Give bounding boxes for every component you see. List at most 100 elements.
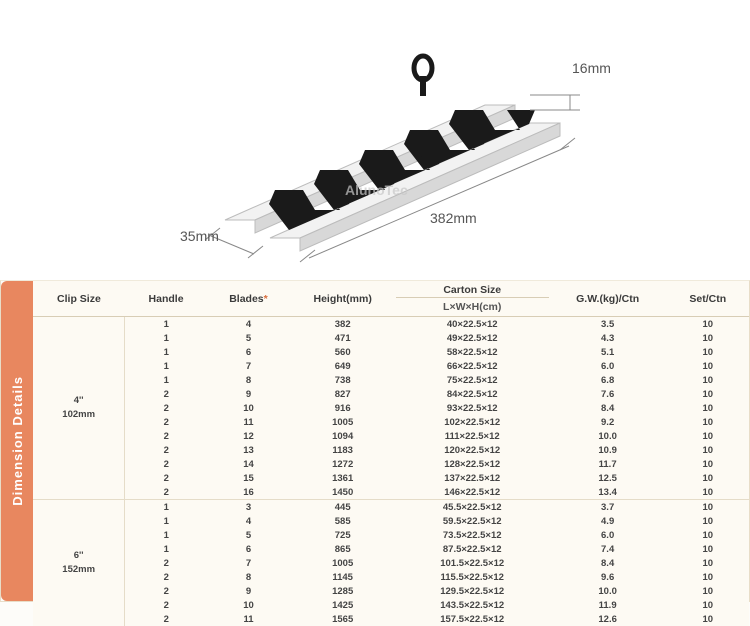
cell-blades: 16 (207, 485, 289, 500)
cell-gw: 9.6 (549, 570, 667, 584)
cell-gw: 5.1 (549, 345, 667, 359)
cell-handle: 2 (125, 401, 207, 415)
cell-height: 1285 (290, 584, 396, 598)
cell-carton: 157.5×22.5×12 (396, 612, 549, 626)
cell-set: 10 (667, 500, 750, 515)
cell-height: 649 (290, 359, 396, 373)
table-row: 2151361137×22.5×1212.510 (33, 471, 749, 485)
cell-carton: 49×22.5×12 (396, 331, 549, 345)
cell-blades: 6 (207, 542, 289, 556)
cell-blades: 3 (207, 500, 289, 515)
th-gw: G.W.(kg)/Ctn (549, 281, 667, 317)
table-row: 4''102mm1438240×22.5×123.510 (33, 317, 749, 332)
table-row: 2141272128×22.5×1211.710 (33, 457, 749, 471)
table-row: 2121094111×22.5×1210.010 (33, 429, 749, 443)
cell-carton: 111×22.5×12 (396, 429, 549, 443)
cell-handle: 1 (125, 359, 207, 373)
cell-height: 1272 (290, 457, 396, 471)
th-height: Height(mm) (290, 281, 396, 317)
cell-height: 738 (290, 373, 396, 387)
table-row: 1458559.5×22.5×124.910 (33, 514, 749, 528)
table-row: 21091693×22.5×128.410 (33, 401, 749, 415)
dim-length-label: 382mm (430, 210, 477, 226)
cell-carton: 45.5×22.5×12 (396, 500, 549, 515)
cell-handle: 2 (125, 457, 207, 471)
cell-carton: 115.5×22.5×12 (396, 570, 549, 584)
cell-handle: 2 (125, 598, 207, 612)
cell-set: 10 (667, 345, 750, 359)
cell-set: 10 (667, 612, 750, 626)
cell-gw: 11.9 (549, 598, 667, 612)
cell-gw: 8.4 (549, 401, 667, 415)
cell-carton: 146×22.5×12 (396, 485, 549, 500)
cell-set: 10 (667, 457, 750, 471)
cell-set: 10 (667, 528, 750, 542)
cell-carton: 93×22.5×12 (396, 401, 549, 415)
cell-blades: 9 (207, 387, 289, 401)
cell-handle: 2 (125, 443, 207, 457)
cell-blades: 7 (207, 359, 289, 373)
watermark: AlunoTec (345, 182, 408, 198)
th-handle: Handle (125, 281, 207, 317)
cell-handle: 2 (125, 429, 207, 443)
cell-set: 10 (667, 570, 750, 584)
cell-blades: 7 (207, 556, 289, 570)
cell-set: 10 (667, 485, 750, 500)
cell-carton: 73.5×22.5×12 (396, 528, 549, 542)
cell-carton: 129.5×22.5×12 (396, 584, 549, 598)
table-body: 4''102mm1438240×22.5×123.5101547149×22.5… (33, 317, 749, 626)
table-row: 291285129.5×22.5×1210.010 (33, 584, 749, 598)
cell-handle: 1 (125, 317, 207, 332)
cell-blades: 13 (207, 443, 289, 457)
cell-gw: 3.7 (549, 500, 667, 515)
cell-height: 1005 (290, 415, 396, 429)
cell-height: 585 (290, 514, 396, 528)
cell-gw: 13.4 (549, 485, 667, 500)
cell-set: 10 (667, 359, 750, 373)
table-row: 1873875×22.5×126.810 (33, 373, 749, 387)
cell-carton: 66×22.5×12 (396, 359, 549, 373)
table-row: 1656058×22.5×125.110 (33, 345, 749, 359)
cell-blades: 6 (207, 345, 289, 359)
cell-set: 10 (667, 387, 750, 401)
table-row: 2101425143.5×22.5×1211.910 (33, 598, 749, 612)
cell-blades: 10 (207, 598, 289, 612)
cell-blades: 11 (207, 612, 289, 626)
cell-gw: 6.0 (549, 359, 667, 373)
cell-handle: 2 (125, 556, 207, 570)
cell-carton: 120×22.5×12 (396, 443, 549, 457)
cell-blades: 12 (207, 429, 289, 443)
cell-carton: 143.5×22.5×12 (396, 598, 549, 612)
cell-gw: 4.3 (549, 331, 667, 345)
cell-set: 10 (667, 373, 750, 387)
cell-carton: 58×22.5×12 (396, 345, 549, 359)
cell-carton: 137×22.5×12 (396, 471, 549, 485)
cell-height: 1565 (290, 612, 396, 626)
cell-handle: 1 (125, 345, 207, 359)
th-blades: Blades* (207, 281, 289, 317)
table-row: 2111005102×22.5×129.210 (33, 415, 749, 429)
cell-gw: 11.7 (549, 457, 667, 471)
th-carton: Carton Size (396, 281, 549, 298)
cell-blades: 4 (207, 514, 289, 528)
cell-blades: 10 (207, 401, 289, 415)
cell-carton: 87.5×22.5×12 (396, 542, 549, 556)
cell-height: 560 (290, 345, 396, 359)
th-set: Set/Ctn (667, 281, 750, 317)
table-row: 2982784×22.5×127.610 (33, 387, 749, 401)
table-row: 271005101.5×22.5×128.410 (33, 556, 749, 570)
cell-gw: 7.4 (549, 542, 667, 556)
cell-gw: 6.0 (549, 528, 667, 542)
cell-gw: 10.0 (549, 584, 667, 598)
cell-blades: 8 (207, 570, 289, 584)
cell-set: 10 (667, 514, 750, 528)
table-row: 2111565157.5×22.5×1212.610 (33, 612, 749, 626)
cell-blades: 5 (207, 331, 289, 345)
cell-blades: 11 (207, 415, 289, 429)
cell-set: 10 (667, 584, 750, 598)
dimension-table: Clip Size Handle Blades* Height(mm) Cart… (33, 281, 749, 626)
cell-gw: 4.9 (549, 514, 667, 528)
table-row: 1764966×22.5×126.010 (33, 359, 749, 373)
cell-blades: 9 (207, 584, 289, 598)
cell-height: 1183 (290, 443, 396, 457)
